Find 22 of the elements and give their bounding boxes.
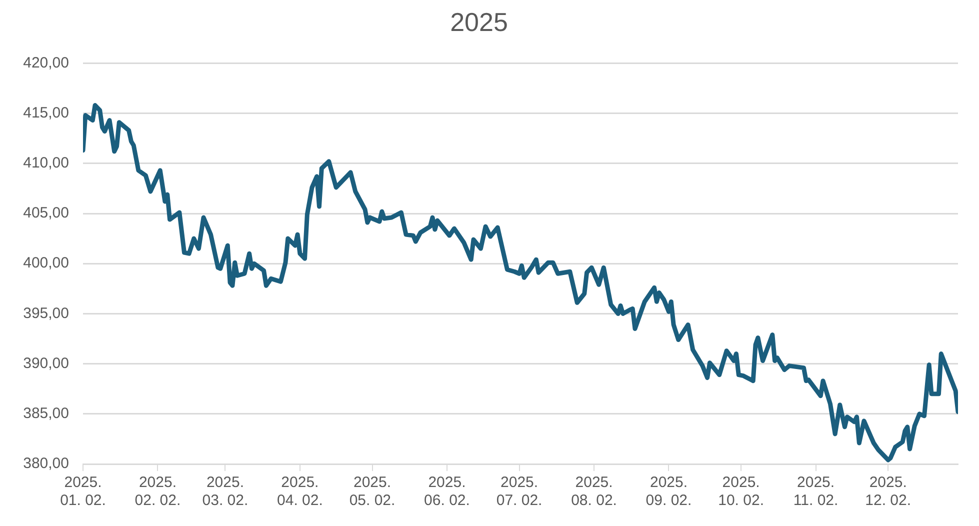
y-tick-label: 400,00 [23, 254, 69, 272]
x-tick-label: 2025. 02. 02. [134, 474, 181, 510]
chart-title: 2025 [450, 6, 508, 37]
x-tick-label: 2025. 11. 02. [793, 474, 838, 510]
x-tick-label: 2025. 09. 02. [646, 474, 692, 510]
x-tick-label: 2025. 07. 02. [496, 474, 542, 510]
y-tick-label: 405,00 [23, 204, 69, 222]
x-tick-label: 2025. 08. 02. [571, 474, 617, 510]
y-tick-label: 410,00 [23, 154, 69, 172]
x-tick-label: 2025. 01. 02. [60, 474, 106, 510]
y-tick-label: 390,00 [23, 354, 69, 372]
x-tick-label: 2025. 05. 02. [349, 474, 396, 510]
y-tick-label: 415,00 [23, 104, 69, 122]
y-tick-label: 380,00 [23, 455, 69, 472]
y-tick-label: 420,00 [23, 54, 69, 72]
x-tick-label: 2025. 10. 02. [718, 474, 764, 510]
x-tick-label: 2025. 12. 02. [865, 474, 912, 510]
x-tick-label: 2025. 04. 02. [277, 474, 323, 510]
y-tick-label: 395,00 [23, 304, 69, 322]
x-tick-label: 2025. 06. 02. [424, 474, 470, 510]
x-tick-label: 2025. 03. 02. [202, 474, 248, 510]
y-tick-label: 385,00 [23, 405, 69, 422]
